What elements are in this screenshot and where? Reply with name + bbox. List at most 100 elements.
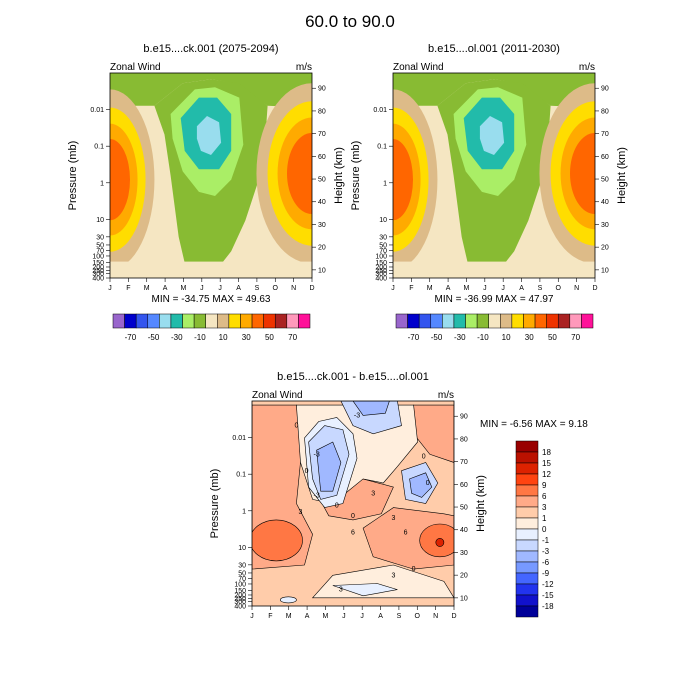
fill-band-n1-0-bottom	[332, 583, 398, 597]
contour-label: 3	[299, 509, 303, 516]
colorbar-box	[298, 313, 311, 329]
colorbar-box	[112, 313, 125, 329]
colorbar-box	[557, 313, 571, 329]
x-tick-label: A	[305, 613, 310, 620]
colorbar-label: -15	[542, 591, 554, 600]
colorbar-label: 30	[242, 333, 251, 342]
colorbar-label: 15	[542, 459, 551, 468]
colorbar-box	[228, 313, 241, 329]
y-right-tick-label: 50	[601, 177, 609, 184]
y-tick-label: 30	[238, 562, 246, 569]
fill-band-jet-west-3	[110, 139, 130, 221]
y-tick-label: 250	[234, 596, 246, 603]
colorbar-box	[515, 572, 539, 585]
y-tick-label: 250	[92, 268, 104, 275]
colorbar-box	[515, 440, 539, 453]
left-string: Zonal Wind	[252, 390, 303, 401]
colorbar-box	[515, 594, 539, 607]
colorbar-box	[515, 561, 539, 574]
colorbar-box	[182, 313, 195, 329]
contour-label: -3	[354, 412, 360, 419]
y-tick-label: 150	[375, 260, 387, 267]
colorbar-box	[476, 313, 489, 329]
y-tick-label: 150	[92, 260, 104, 267]
colorbar-label: 10	[219, 333, 228, 342]
colorbar-label: 1	[542, 514, 547, 523]
fill-band-n40-n30	[196, 116, 222, 155]
colorbar-box	[515, 517, 539, 530]
colorbar-box	[430, 313, 443, 329]
contour-label: -3	[314, 492, 320, 499]
contour-label: 3	[391, 515, 395, 522]
colorbar-box	[147, 313, 160, 329]
panel-future: b.e15....ck.001 (2075-2094) Zonal Wind m/s…	[67, 43, 345, 342]
colorbar-label: -9	[542, 569, 550, 578]
contour-label: 0	[412, 566, 416, 573]
y-tick-label: 300	[375, 271, 387, 278]
x-tick-label: D	[451, 613, 456, 620]
panel-title: b.e15....ol.001 (2011-2030)	[428, 43, 560, 55]
left-string: Zonal Wind	[110, 62, 161, 73]
y-right-tick-label: 10	[318, 267, 326, 274]
y-tick-label: 0.01	[232, 435, 246, 442]
colorbar-box	[453, 313, 466, 329]
colorbar-label: -50	[431, 333, 443, 342]
colorbar-label: -70	[125, 333, 137, 342]
colorbar-label: 12	[542, 470, 551, 479]
y-tick-label: 1	[100, 180, 104, 187]
colorbar-box	[515, 484, 539, 497]
y-tick-label: 70	[238, 576, 246, 583]
y-right-tick-label: 70	[460, 459, 468, 466]
colorbar-box	[515, 583, 539, 596]
y-right-axis-label: Height (km)	[616, 147, 628, 204]
colorbar-box	[581, 313, 594, 329]
y-axis-label: Pressure (mb)	[67, 141, 79, 211]
x-tick-label: M	[181, 285, 187, 292]
colorbar-box	[395, 313, 408, 329]
colorbar-box	[511, 313, 524, 329]
colorbar-box	[286, 313, 299, 329]
colorbar-label: -3	[542, 547, 550, 556]
y-right-tick-label: 60	[318, 154, 326, 161]
fill-band-jet-west-3	[393, 139, 413, 221]
contour-label: 6	[351, 529, 355, 536]
colorbar-label: -12	[542, 580, 554, 589]
colorbar-box	[124, 313, 137, 329]
x-tick-label: M	[144, 285, 150, 292]
right-string: m/s	[296, 62, 312, 73]
colorbar-box	[193, 313, 206, 329]
colorbar-box	[217, 313, 230, 329]
x-tick-label: F	[268, 613, 272, 620]
colorbar-box	[515, 473, 539, 486]
colorbar-box	[159, 313, 172, 329]
colorbar-label: 50	[265, 333, 274, 342]
y-right-tick-label: 20	[601, 245, 609, 252]
x-tick-label: J	[108, 285, 112, 292]
y-right-tick-label: 80	[601, 108, 609, 115]
fill-band-surface	[110, 261, 312, 278]
fill-band-n6-n3	[316, 441, 342, 492]
y-tick-label: 30	[96, 234, 104, 241]
y-right-tick-label: 20	[318, 245, 326, 252]
y-right-tick-label: 60	[460, 482, 468, 489]
y-tick-label: 100	[375, 253, 387, 260]
y-tick-label: 30	[379, 234, 387, 241]
x-tick-label: F	[126, 285, 130, 292]
colorbar-box	[515, 528, 539, 541]
fill-band-n1-0-surface	[279, 596, 297, 604]
fill-band-n40-n30	[479, 116, 505, 155]
y-tick-label: 10	[238, 545, 246, 552]
x-tick-label: O	[556, 285, 562, 292]
x-tick-label: S	[255, 285, 260, 292]
panel-title: b.e15....ck.001 (2075-2094)	[143, 43, 278, 55]
y-right-tick-label: 90	[601, 86, 609, 93]
x-tick-label: D	[592, 285, 597, 292]
x-tick-label: N	[433, 613, 438, 620]
colorbar-label: 18	[542, 448, 551, 457]
figure-title: 60.0 to 90.0	[305, 12, 395, 31]
y-tick-label: 1	[242, 508, 246, 515]
colorbar-box	[515, 451, 539, 464]
colorbar-box	[442, 313, 455, 329]
x-tick-label: A	[446, 285, 451, 292]
colorbar-box	[170, 313, 183, 329]
